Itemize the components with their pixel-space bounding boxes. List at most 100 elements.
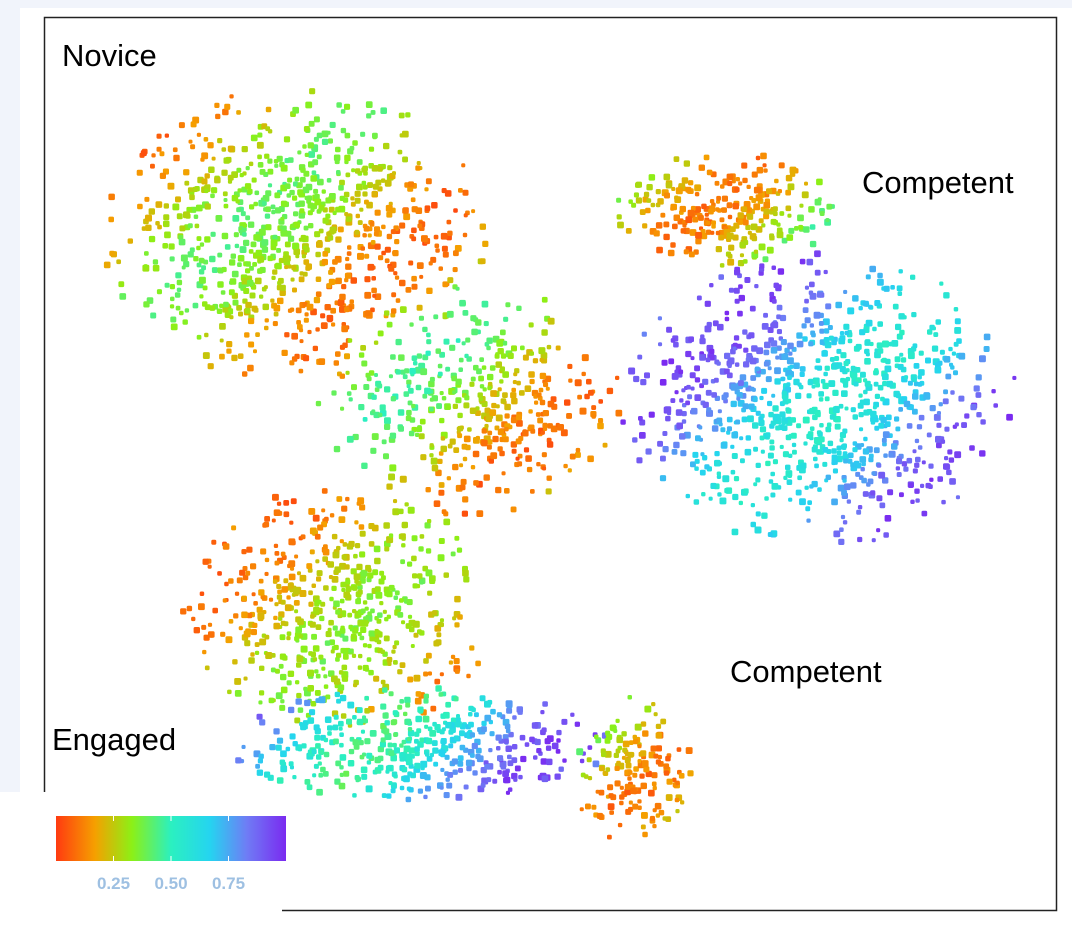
data-point (300, 534, 306, 540)
data-point (675, 780, 680, 786)
data-point (896, 458, 903, 465)
data-point (876, 342, 883, 349)
data-point (747, 415, 754, 423)
data-point (242, 223, 248, 228)
data-point (678, 369, 684, 375)
data-point (365, 101, 373, 108)
data-point (483, 474, 490, 481)
data-point (388, 750, 395, 757)
data-point (716, 474, 722, 479)
data-point (764, 341, 771, 349)
data-point (651, 772, 658, 779)
data-point (870, 410, 877, 418)
data-point (825, 474, 831, 480)
data-point (275, 744, 282, 751)
data-point (651, 702, 656, 707)
data-point (372, 569, 379, 576)
data-point (380, 679, 386, 685)
data-point (635, 197, 642, 204)
data-point (403, 711, 408, 717)
data-point (475, 406, 480, 411)
data-point (350, 633, 357, 640)
data-point (453, 696, 459, 702)
data-point (408, 181, 414, 188)
data-point (242, 371, 248, 377)
data-point (144, 196, 150, 202)
data-point (358, 740, 364, 746)
data-point (241, 549, 247, 555)
data-point (466, 765, 472, 772)
data-point (734, 298, 740, 304)
data-point (760, 368, 766, 375)
data-point (340, 625, 345, 630)
data-point (372, 183, 379, 190)
data-point (401, 739, 407, 745)
data-point (358, 352, 365, 358)
data-point (457, 755, 464, 761)
data-point (300, 176, 306, 183)
data-point (140, 150, 147, 157)
data-point (341, 664, 348, 671)
data-point (327, 627, 332, 632)
data-point (719, 263, 725, 268)
data-point (248, 161, 254, 167)
data-point (878, 471, 886, 479)
data-point (384, 720, 390, 726)
data-point (353, 683, 358, 688)
data-point (425, 737, 433, 745)
data-point (727, 258, 735, 266)
data-point (353, 553, 358, 559)
data-point (484, 714, 492, 722)
data-point (586, 378, 592, 385)
data-point (670, 203, 677, 211)
data-point (541, 329, 548, 336)
data-point (245, 301, 252, 309)
data-point (741, 162, 748, 169)
data-point (362, 417, 368, 422)
data-point (286, 631, 292, 636)
data-point (425, 569, 433, 577)
data-point (359, 504, 366, 511)
data-point (515, 438, 522, 445)
data-point (943, 292, 950, 299)
data-point (874, 300, 881, 307)
data-point (848, 452, 854, 459)
data-point (748, 403, 755, 410)
data-point (816, 292, 823, 298)
data-point (388, 691, 394, 697)
data-point (607, 803, 615, 810)
data-point (251, 177, 257, 183)
data-point (673, 214, 680, 221)
data-point (490, 708, 496, 715)
data-point (276, 594, 283, 600)
data-point (766, 246, 774, 254)
data-point (824, 365, 830, 371)
data-point (366, 752, 373, 759)
data-point (258, 578, 264, 584)
data-point (983, 346, 990, 352)
data-point (150, 163, 155, 169)
data-point (464, 395, 470, 401)
data-point (476, 510, 484, 517)
data-point (380, 703, 387, 710)
data-point (340, 127, 347, 134)
data-point (556, 729, 562, 736)
data-point (446, 476, 451, 481)
data-point (605, 730, 611, 736)
data-point (799, 366, 806, 372)
data-point (454, 535, 460, 541)
data-point (413, 674, 421, 682)
data-point (759, 426, 767, 433)
data-point (638, 416, 643, 421)
data-point (637, 759, 642, 764)
data-point (348, 540, 355, 548)
data-point (294, 636, 299, 642)
data-point (738, 500, 743, 506)
data-point (485, 415, 493, 423)
data-point (779, 444, 784, 449)
data-point (168, 243, 175, 250)
data-point (624, 757, 631, 764)
data-point (335, 277, 342, 285)
data-point (759, 395, 764, 401)
data-point (405, 718, 412, 725)
